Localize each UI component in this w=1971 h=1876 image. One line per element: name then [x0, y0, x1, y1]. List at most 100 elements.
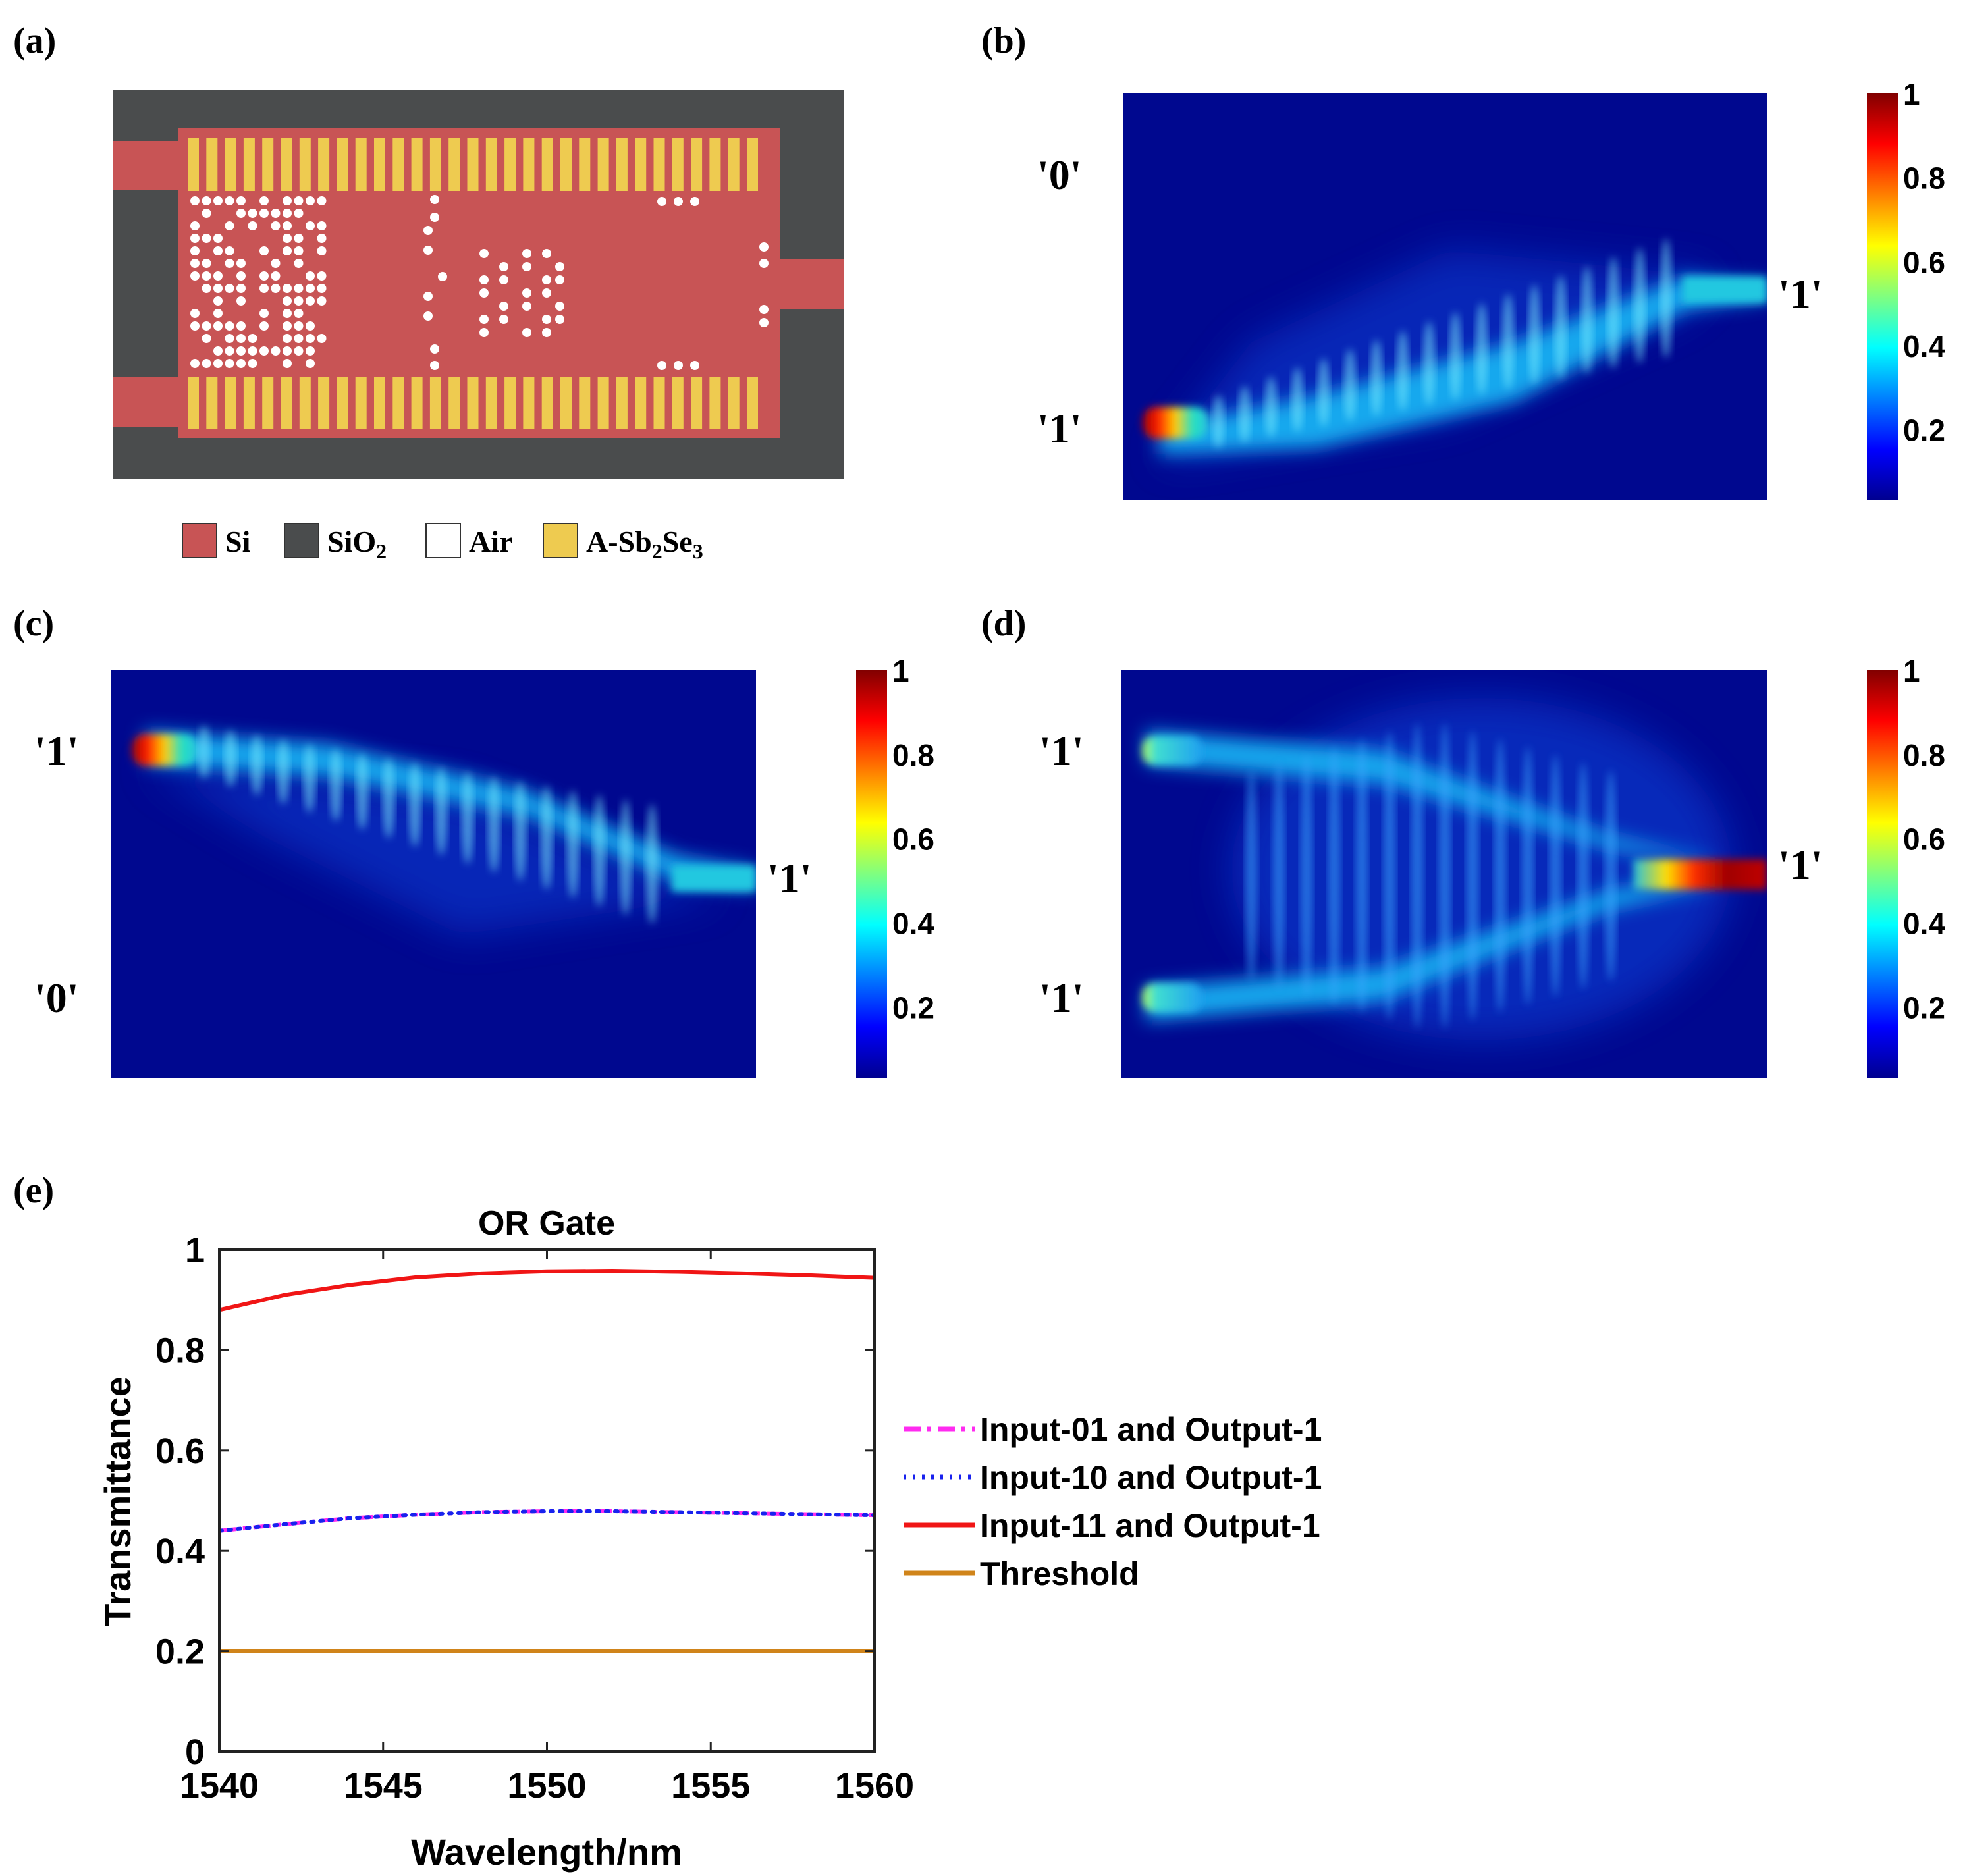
sb2se3-strip — [299, 138, 311, 191]
air-hole — [190, 234, 200, 243]
sb2se3-strip — [560, 377, 572, 429]
x-tick-label: 1545 — [344, 1766, 423, 1806]
sb2se3-strip — [225, 377, 236, 429]
sb2se3-strip — [597, 138, 609, 191]
input-waveguide-bottom — [113, 377, 186, 427]
legend-label-air: Air — [469, 525, 512, 558]
sb2se3-strip — [206, 377, 218, 429]
air-hole — [499, 275, 508, 284]
air-hole — [283, 246, 292, 255]
air-hole — [236, 359, 246, 368]
sb2se3-strip — [467, 377, 479, 429]
air-hole — [202, 209, 211, 218]
chart-title: OR Gate — [478, 1204, 615, 1243]
air-hole — [213, 196, 223, 205]
panel-e: (e) OR Gate 1540 1545 1550 1555 1560 0 0.2 0.4 0… — [13, 1170, 1322, 1873]
sb2se3-strip — [747, 138, 758, 191]
sb2se3-strip — [206, 138, 218, 191]
legend-swatch-si — [182, 523, 217, 558]
sb2se3-strip — [318, 377, 330, 429]
air-hole — [271, 271, 281, 281]
air-hole — [542, 288, 551, 298]
colorbar-tick-label: 1 — [1903, 654, 1920, 688]
x-tick-label: 1555 — [671, 1766, 750, 1806]
colorbar-tick-label: 0.2 — [1903, 414, 1945, 448]
series-line-2 — [219, 1269, 875, 1312]
legend-swatch-sb2se3 — [543, 523, 578, 558]
air-hole — [317, 271, 327, 281]
colorbar-tick-label: 0.4 — [1903, 907, 1945, 941]
air-hole — [759, 259, 769, 268]
air-hole — [259, 196, 269, 205]
output-state: '1' — [1778, 842, 1823, 888]
air-hole — [499, 302, 508, 311]
legend-entry-3: Threshold — [980, 1555, 1139, 1592]
colorbar-b: 1 0.8 0.6 0.4 0.2 — [1867, 77, 1945, 500]
air-hole — [479, 328, 489, 337]
y-tick-label: 0.4 — [155, 1532, 205, 1571]
sb2se3-strip — [728, 377, 740, 429]
sb2se3-strip — [243, 138, 255, 191]
air-hole — [522, 288, 531, 298]
air-hole — [542, 315, 551, 324]
air-hole — [202, 359, 211, 368]
air-hole — [225, 246, 234, 255]
sb2se3-strip — [691, 138, 703, 191]
air-hole — [236, 209, 246, 218]
air-hole — [555, 275, 564, 284]
sb2se3-strip — [504, 138, 516, 191]
air-hole — [294, 296, 304, 306]
sb2se3-strip — [355, 377, 367, 429]
colorbar-tick-label: 0.6 — [892, 822, 934, 857]
air-hole — [317, 246, 327, 255]
panel-b-label: (b) — [981, 20, 1026, 61]
air-hole — [283, 221, 292, 230]
air-hole — [225, 321, 234, 331]
air-hole — [202, 321, 211, 331]
sb2se3-strip — [541, 377, 553, 429]
air-hole — [430, 344, 439, 354]
input-bottom-state: '0' — [34, 975, 79, 1021]
air-hole — [294, 209, 304, 218]
sb2se3-strip — [392, 138, 404, 191]
y-tick-label: 0.2 — [155, 1632, 205, 1672]
legend-entry-2: Input-11 and Output-1 — [980, 1507, 1320, 1544]
air-hole — [674, 197, 683, 206]
air-hole — [479, 288, 489, 298]
y-tick-label: 0.8 — [155, 1331, 205, 1370]
panel-c: (c) '1' '0' '1' 1 0.8 0.6 0.4 0.2 — [13, 603, 934, 1078]
air-hole — [248, 359, 257, 368]
x-tick-label: 1540 — [180, 1766, 259, 1806]
field-map-d — [1121, 670, 1767, 1078]
air-hole — [236, 284, 246, 293]
legend-label-si: Si — [225, 525, 251, 558]
panel-a: (a) Si SiO2 Air A-Sb2Se3 — [13, 20, 844, 563]
air-hole — [213, 246, 223, 255]
air-hole — [294, 321, 304, 331]
air-hole — [202, 259, 211, 268]
sb2se3-strip — [653, 138, 665, 191]
device-layout — [113, 90, 844, 479]
air-hole — [259, 246, 269, 255]
air-hole — [236, 196, 246, 205]
sb2se3-strip — [429, 377, 441, 429]
x-axis-label: Wavelength/nm — [411, 1831, 682, 1873]
air-hole — [542, 249, 551, 258]
air-hole — [759, 305, 769, 314]
material-legend: Si SiO2 Air A-Sb2Se3 — [182, 523, 703, 563]
sb2se3-strip — [504, 377, 516, 429]
air-hole — [317, 221, 327, 230]
sb2se3-strip — [225, 138, 236, 191]
sb2se3-strip — [672, 377, 684, 429]
air-hole — [202, 234, 211, 243]
air-hole — [283, 296, 292, 306]
air-hole — [213, 321, 223, 331]
air-hole — [283, 234, 292, 243]
air-hole — [423, 246, 433, 255]
sb2se3-strip — [374, 377, 385, 429]
air-hole — [294, 196, 304, 205]
chart-legend: Input-01 and Output-1 Input-10 and Output… — [904, 1411, 1322, 1592]
air-hole — [190, 359, 200, 368]
sb2se3-strip — [579, 377, 591, 429]
sb2se3-strip — [374, 138, 385, 191]
